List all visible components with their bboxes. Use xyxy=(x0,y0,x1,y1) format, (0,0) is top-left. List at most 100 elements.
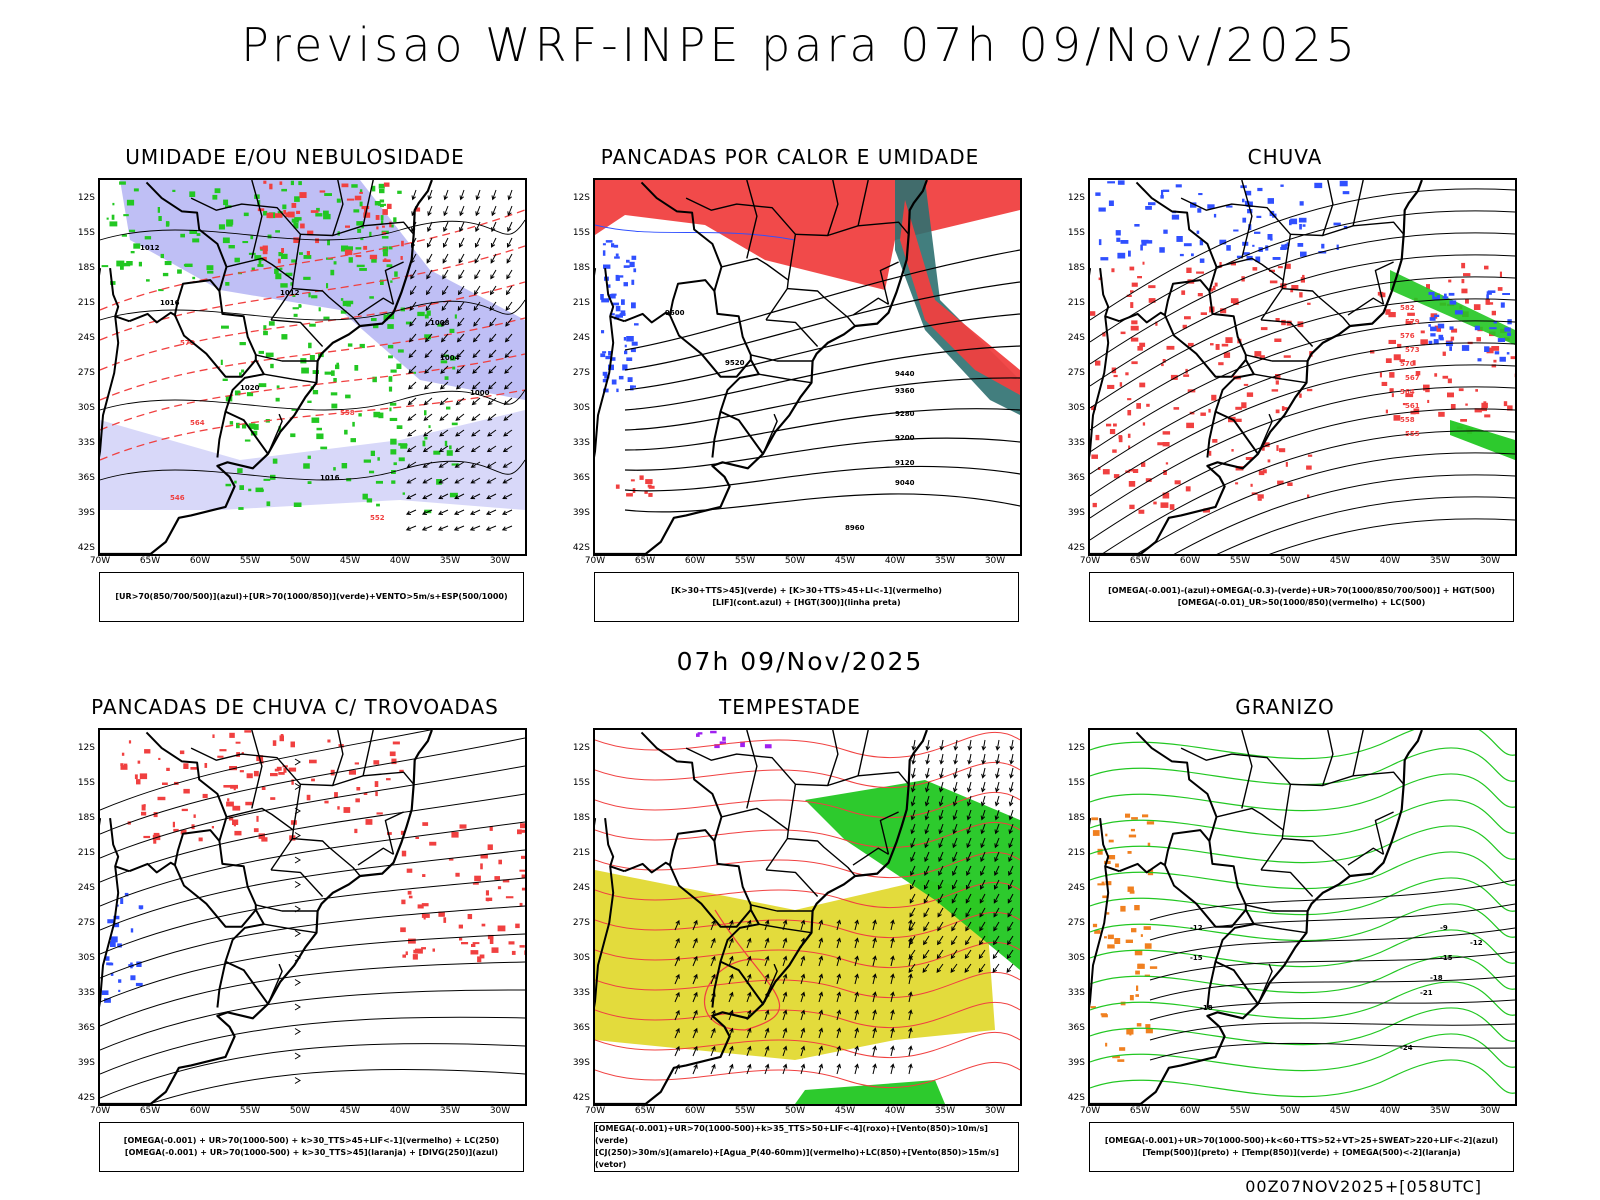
lat-tick-label: 42S xyxy=(572,1093,590,1103)
omega-red-area xyxy=(1474,408,1482,413)
omega-orange-area xyxy=(1136,985,1139,991)
lat-tick-label: 15S xyxy=(572,228,590,238)
humidity-low-contour xyxy=(162,272,169,277)
omega-orange-area xyxy=(1107,855,1116,860)
wind-vector xyxy=(422,461,433,468)
wind-vector xyxy=(471,397,481,406)
lon-tick-label: 30W xyxy=(489,556,511,566)
omega-red-area xyxy=(1162,431,1171,435)
wind-vector xyxy=(965,935,972,946)
convective-red-area xyxy=(193,814,196,818)
lat-tick-label: 21S xyxy=(1067,298,1085,308)
wind-vector xyxy=(981,767,986,779)
instability-red-zone xyxy=(645,479,653,484)
thickness-contour xyxy=(269,183,273,190)
omega-red-area xyxy=(1102,332,1106,337)
convective-red-area xyxy=(432,948,435,952)
omega-orange-area xyxy=(1135,970,1140,975)
wind-vector xyxy=(458,269,465,280)
wind-vector xyxy=(910,851,916,863)
humidity-low-contour xyxy=(346,300,354,305)
state-border xyxy=(270,869,324,897)
humidity-low-contour xyxy=(221,325,229,329)
wind-vector xyxy=(938,865,944,877)
omega-blue-area xyxy=(1506,352,1510,355)
wind-vector xyxy=(459,189,465,201)
lifted-index-contour xyxy=(603,264,611,269)
state-border xyxy=(750,354,813,362)
lat-tick-label: 36S xyxy=(1067,473,1085,483)
wind-vector xyxy=(426,253,433,264)
omega-red-area xyxy=(1196,271,1204,274)
omega-red-area xyxy=(1285,263,1291,269)
divergence-contour xyxy=(118,979,122,983)
instability-red-zone xyxy=(644,490,648,494)
humidity-low-contour xyxy=(346,303,351,307)
wind-vector xyxy=(475,221,481,233)
omega-blue-area xyxy=(1430,333,1436,337)
state-border xyxy=(765,319,819,347)
wind-vector xyxy=(925,739,931,751)
humidity-low-contour xyxy=(331,370,335,376)
panel-title: GRANIZO xyxy=(1235,695,1335,719)
lon-tick-label: 45W xyxy=(339,556,361,566)
omega-blue-area xyxy=(1497,338,1506,342)
omega-red-area xyxy=(1499,271,1502,277)
humidity-low-contour xyxy=(278,252,283,257)
height-contour xyxy=(1269,518,1515,554)
omega-blue-area xyxy=(1461,345,1470,351)
convective-red-area xyxy=(230,784,238,789)
wind-vector xyxy=(910,809,916,821)
omega-blue-area xyxy=(1115,230,1121,236)
wind-vector xyxy=(1008,837,1014,849)
legend-box: [OMEGA(-0.001)-(azul)+OMEGA(-0.3)-(verde… xyxy=(1089,572,1514,622)
contour-label: 552 xyxy=(370,514,385,522)
lat-tick-label: 30S xyxy=(1067,403,1085,413)
humidity-low-contour xyxy=(291,408,299,411)
convective-red-area xyxy=(337,806,340,810)
lon-tick-label: 35W xyxy=(934,556,956,566)
convective-red-area xyxy=(143,835,151,839)
height-contour xyxy=(624,313,1020,391)
state-border xyxy=(270,319,324,347)
omega-orange-area xyxy=(1114,938,1121,944)
omega-red-area xyxy=(1165,462,1169,465)
divergence-contour xyxy=(111,936,118,943)
lon-tick-label: 40W xyxy=(884,1106,906,1116)
wind-vector xyxy=(908,937,913,949)
wind-vector xyxy=(782,1063,788,1075)
omega-red-area xyxy=(1174,480,1181,485)
lon-tick-label: 30W xyxy=(1479,556,1501,566)
wind-vector xyxy=(1007,921,1014,932)
divergence-contour xyxy=(117,943,122,948)
omega-blue-area xyxy=(1244,200,1250,207)
lifted-index-contour xyxy=(633,268,637,273)
wind-vector xyxy=(1007,907,1014,918)
wind-vector xyxy=(501,509,513,515)
wind-vector xyxy=(909,879,916,890)
height-contour xyxy=(1090,342,1515,475)
storm-purple-area xyxy=(719,741,726,745)
lifted-index-contour xyxy=(630,385,634,391)
humidity-low-contour xyxy=(222,237,230,244)
instability-red-zone xyxy=(630,479,635,482)
convective-red-area xyxy=(283,768,287,773)
omega-blue-area xyxy=(1302,224,1306,227)
precip-water-contour xyxy=(595,941,1020,969)
omega-red-area xyxy=(1486,347,1494,354)
omega-red-area xyxy=(1299,393,1302,398)
omega-red-area xyxy=(1503,401,1508,407)
omega-blue-area xyxy=(1339,180,1348,187)
thickness-contour xyxy=(354,195,362,201)
country-border xyxy=(609,315,625,323)
omega-red-area xyxy=(1385,358,1392,363)
omega-red-area xyxy=(1231,449,1234,452)
country-border xyxy=(1104,865,1120,873)
wind-vector xyxy=(505,301,513,311)
lat-tick-label: 12S xyxy=(1067,743,1085,753)
wind-vector xyxy=(471,413,481,421)
humidity-low-contour xyxy=(308,292,311,298)
humidity-low-contour xyxy=(424,314,429,319)
omega-blue-area xyxy=(1493,321,1497,324)
convective-red-area xyxy=(472,882,479,885)
